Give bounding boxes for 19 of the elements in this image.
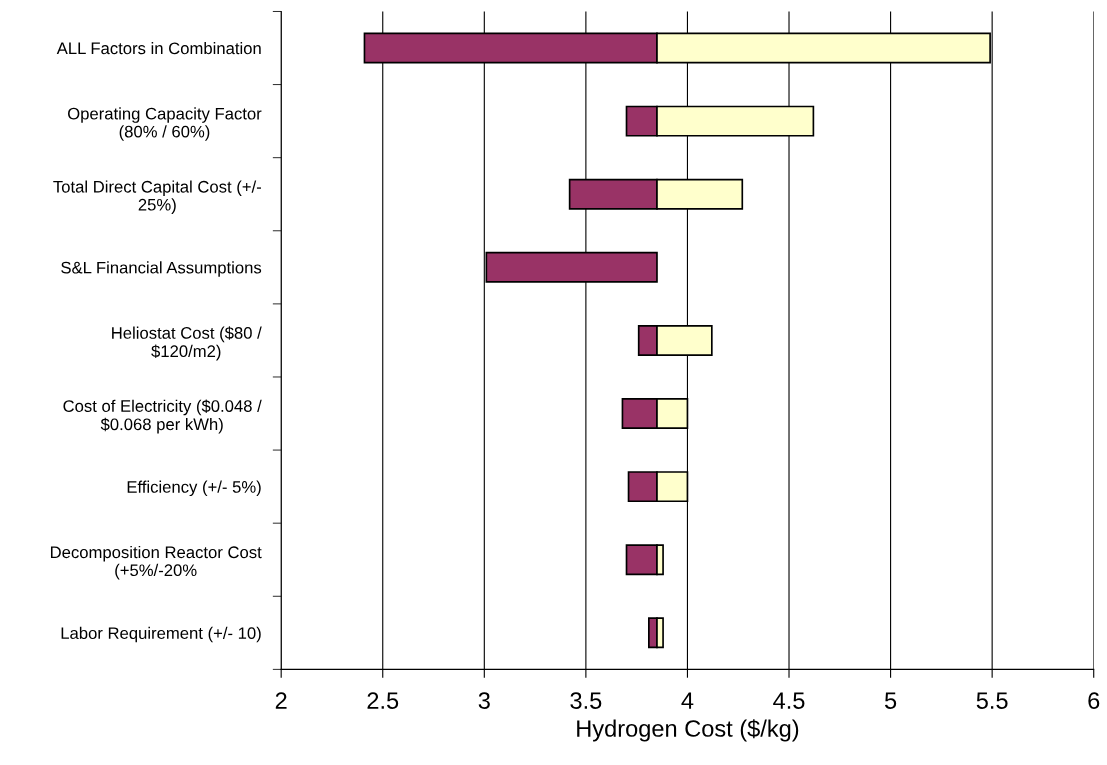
x-tick-label: 2: [275, 692, 287, 709]
y-tick-label: Heliostat Cost ($80 / $120/m2): [112, 326, 262, 361]
x-tick-label: 4.5: [773, 692, 805, 709]
y-tick-label: S&L Financial Assumptions: [61, 261, 262, 277]
y-tick-label: Operating Capacity Factor (80% / 60%): [68, 107, 262, 141]
x-tick-label: 4: [681, 692, 694, 709]
x-tick-label: 5: [884, 692, 897, 709]
x-tick-label: 2.5: [367, 692, 399, 709]
y-tick-label: Cost of Electricity ($0.048 / $0.068 per kWh): [63, 399, 262, 434]
y-tick-label: Total Direct Capital Cost (+/- 25%): [53, 180, 261, 214]
y-tick-label: ALL Factors in Combination: [56, 41, 261, 55]
x-axis-title: Hydrogen Cost ($/kg): [577, 719, 799, 742]
y-tick-label: Decomposition Reactor Cost (+5%/-20%: [50, 545, 262, 580]
x-tick-label: 3.5: [570, 692, 602, 709]
y-tick-label: Labor Requirement (+/- 10): [61, 626, 261, 643]
x-tick-label: 3: [478, 692, 490, 709]
x-tick-label: 6: [1088, 692, 1100, 709]
x-tick-label: 5.5: [976, 692, 1008, 709]
y-tick-label: Efficiency (+/- 5%): [127, 480, 261, 497]
